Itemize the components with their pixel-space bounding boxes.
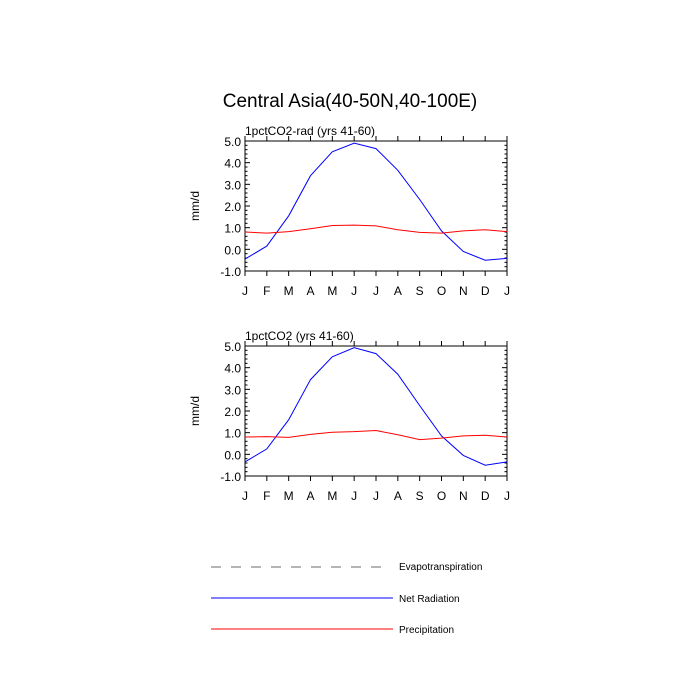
x-tick-label: A — [306, 284, 314, 298]
x-tick-label: F — [263, 489, 270, 503]
legend-label-evapotranspiration: Evapotranspiration — [399, 562, 482, 573]
x-tick-label: F — [263, 284, 270, 298]
y-tick-label: 3.0 — [224, 178, 241, 192]
legend-item-precipitation: Precipitation — [211, 625, 454, 636]
y-tick-label: 1.0 — [224, 427, 241, 441]
y-tick-label: 4.0 — [224, 362, 241, 376]
y-tick-label: 1.0 — [224, 222, 241, 236]
x-tick-label: J — [373, 489, 379, 503]
plot-frame — [244, 140, 508, 272]
plot-frame — [244, 345, 508, 477]
y-tick-label: 0.0 — [224, 243, 241, 257]
y-tick-label: -1.0 — [220, 265, 241, 279]
y-tick-label: 4.0 — [224, 157, 241, 171]
y-tick-label: 5.0 — [224, 135, 241, 149]
x-tick-label: J — [242, 284, 248, 298]
y-tick-label: -1.0 — [220, 470, 241, 484]
y-tick-label: 2.0 — [224, 200, 241, 214]
x-tick-label: O — [437, 489, 446, 503]
panel-title: 1pctCO2-rad (yrs 41-60) — [245, 124, 375, 138]
legend-item-net-radiation: Net Radiation — [211, 594, 460, 605]
x-tick-label: D — [481, 284, 490, 298]
x-tick-label: J — [242, 489, 248, 503]
x-tick-label: M — [284, 284, 294, 298]
panel-1pctco2-rad: 1pctCO2-rad (yrs 41-60) mm/d -1.0 0.0 1.0 2.0… — [188, 124, 510, 298]
y-tick-label: 5.0 — [224, 340, 241, 354]
x-tick-label: S — [416, 284, 424, 298]
x-tick-label: N — [459, 489, 468, 503]
y-tick-label: 3.0 — [224, 383, 241, 397]
legend: Evapotranspiration Net Radiation Precipi… — [211, 562, 482, 636]
x-tick-label: O — [437, 284, 446, 298]
y-tick-label: 0.0 — [224, 448, 241, 462]
x-tick-label: J — [351, 284, 357, 298]
x-tick-label: A — [394, 284, 402, 298]
panel-title: 1pctCO2 (yrs 41-60) — [245, 329, 354, 343]
x-tick-label: J — [351, 489, 357, 503]
y-axis-label: mm/d — [188, 191, 202, 221]
x-tick-label: A — [394, 489, 402, 503]
y-axis-label: mm/d — [188, 396, 202, 426]
x-tick-label: J — [504, 489, 510, 503]
series-line-net-radiation — [244, 347, 508, 466]
legend-item-evapotranspiration: Evapotranspiration — [211, 562, 482, 573]
x-tick-label: J — [373, 284, 379, 298]
x-tick-label: M — [327, 284, 337, 298]
series-line-net-radiation — [244, 142, 508, 261]
series-line-precipitation — [244, 224, 508, 234]
x-tick-label: A — [306, 489, 314, 503]
legend-label-net-radiation: Net Radiation — [399, 594, 460, 605]
x-tick-label: M — [327, 489, 337, 503]
y-tick-label: 2.0 — [224, 405, 241, 419]
panel-1pctco2: 1pctCO2 (yrs 41-60) mm/d -1.0 0.0 1.0 2.0 3.0 4… — [188, 329, 510, 503]
x-tick-label: N — [459, 284, 468, 298]
figure-title: Central Asia(40-50N,40-100E) — [223, 91, 478, 112]
series-line-precipitation — [244, 429, 508, 441]
x-tick-label: D — [481, 489, 490, 503]
x-tick-label: J — [504, 284, 510, 298]
legend-label-precipitation: Precipitation — [399, 625, 454, 636]
x-tick-label: S — [416, 489, 424, 503]
x-tick-label: M — [284, 489, 294, 503]
